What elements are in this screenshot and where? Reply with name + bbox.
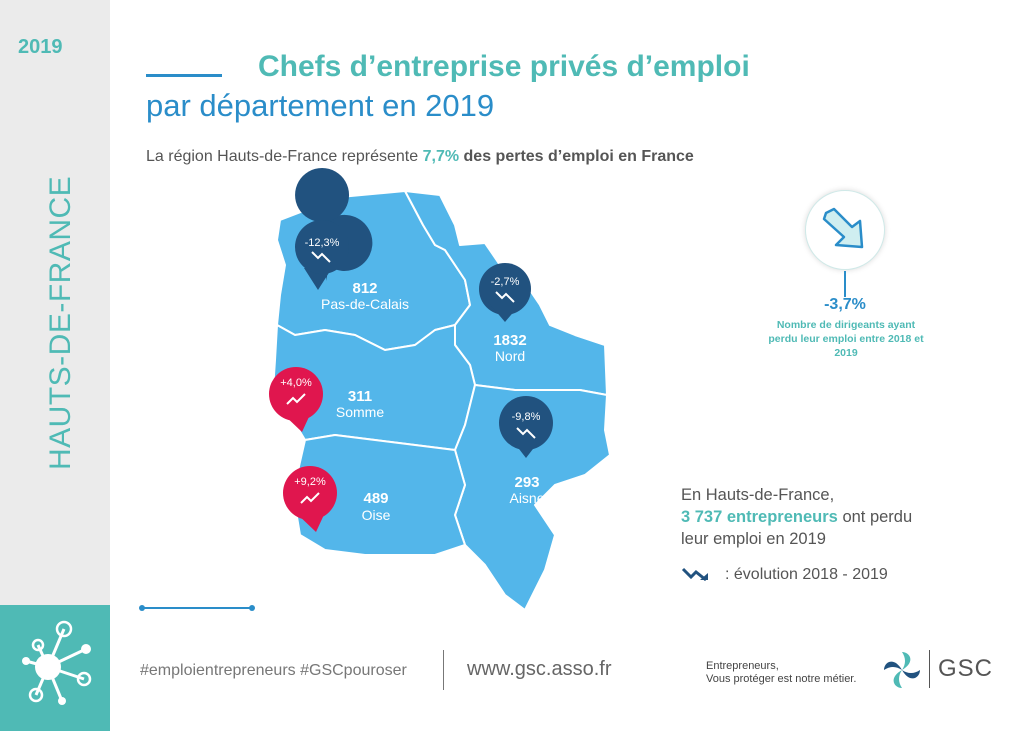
title-accent-line: [146, 74, 222, 77]
badge-pas-de-calais: -12,3%: [295, 168, 350, 290]
count-nord: 1832: [493, 332, 526, 349]
year-label: 2019: [18, 36, 63, 58]
logo-text: GSC: [938, 655, 994, 682]
evolution-pas-de-calais: -12,3%: [305, 237, 340, 249]
region-stat-suffix: des pertes d’emploi en France: [463, 148, 694, 165]
region-stat-prefix: La région Hauts-de-France représente: [146, 148, 419, 165]
trend-down-arrow-icon: [822, 207, 864, 249]
name-oise: Oise: [362, 507, 391, 523]
tagline-line-2: Vous protéger est notre métier.: [706, 673, 857, 685]
kpi-description: Nombre de dirigeants ayant perdu leur em…: [768, 319, 924, 359]
summary-line-1: En Hauts-de-France,: [681, 486, 835, 504]
decorative-rule: [142, 607, 252, 609]
logo-divider: [929, 650, 930, 688]
legend: : évolution 2018 - 2019: [681, 566, 888, 584]
summary-highlight: 3 737 entrepreneurs: [681, 508, 838, 526]
evolution-nord: -2,7%: [491, 276, 520, 288]
badge-nord: -2,7%: [479, 263, 531, 322]
trend-down-icon: [516, 427, 536, 439]
trend-arrow-icon: [681, 567, 708, 582]
trend-down-icon: [495, 291, 515, 303]
name-aisne: Aisne: [509, 490, 544, 506]
legend-label: : évolution 2018 - 2019: [725, 566, 888, 583]
summary-rest: ont perdu: [842, 508, 913, 526]
evolution-oise: +9,2%: [294, 476, 326, 488]
footer-divider: [443, 650, 444, 690]
summary-line-3: leur emploi en 2019: [681, 530, 826, 548]
tagline: Entrepreneurs, Vous protéger est notre m…: [706, 660, 856, 686]
count-pas-de-calais: 812: [352, 280, 377, 297]
gsc-logo-icon: [884, 652, 920, 688]
summary-line-2: 3 737 entrepreneurs ont perdu: [681, 506, 981, 528]
rule-dot-left: [139, 605, 145, 611]
region-stat: La région Hauts-de-France représente 7,7…: [146, 148, 694, 166]
count-oise: 489: [363, 490, 388, 507]
trend-up-icon: [300, 492, 320, 504]
website-link[interactable]: www.gsc.asso.fr: [467, 658, 612, 680]
hashtags: #emploientrepreneurs #GSCpouroser: [140, 662, 407, 679]
summary-text: En Hauts-de-France, 3 737 entrepreneurs …: [681, 484, 981, 550]
kpi-icon-circle: [805, 190, 885, 270]
tagline-line-1: Entrepreneurs,: [706, 660, 779, 672]
name-somme: Somme: [336, 404, 384, 420]
badge-aisne: -9,8%: [499, 396, 553, 458]
evolution-aisne: -9,8%: [512, 411, 541, 423]
name-pas-de-calais: Pas-de-Calais: [321, 296, 409, 312]
network-icon: [22, 620, 92, 705]
badge-somme: +4,0%: [269, 367, 323, 432]
count-somme: 311: [348, 388, 372, 405]
name-nord: Nord: [495, 348, 525, 364]
trend-down-icon: [311, 251, 331, 263]
region-stat-percent: 7,7%: [422, 148, 460, 165]
badge-oise: +9,2%: [283, 466, 337, 532]
sidebar: [0, 0, 110, 605]
evolution-somme: +4,0%: [280, 377, 312, 389]
kpi-stem: [844, 271, 846, 297]
network-icon-panel: [0, 605, 110, 731]
count-aisne: 293: [514, 474, 539, 491]
page-subtitle: par département en 2019: [146, 88, 495, 123]
rule-dot-right: [249, 605, 255, 611]
trend-up-icon: [286, 393, 306, 405]
page-title: Chefs d’entreprise privés d’emploi: [258, 50, 750, 83]
map-oise: [294, 434, 466, 556]
kpi-value: -3,7%: [824, 296, 866, 313]
